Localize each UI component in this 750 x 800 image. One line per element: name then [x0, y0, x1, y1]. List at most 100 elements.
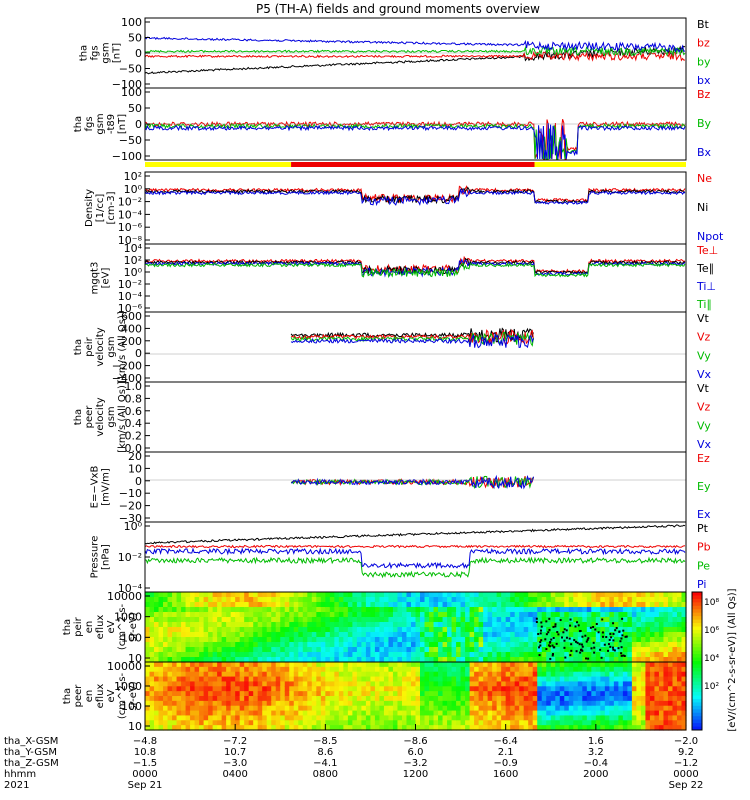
heatmap-cell	[573, 632, 579, 638]
heatmap-speckle	[592, 641, 595, 644]
heatmap-cell	[528, 720, 534, 726]
heatmap-cell	[510, 705, 516, 712]
heatmap-cell	[257, 705, 263, 712]
heatmap-cell	[645, 647, 651, 653]
heatmap-cell	[284, 607, 290, 613]
heatmap-cell	[474, 681, 480, 687]
heatmap-cell	[523, 617, 529, 623]
heatmap-cell	[474, 671, 480, 678]
heatmap-cell	[176, 662, 182, 668]
heatmap-cell	[401, 617, 408, 623]
heatmap-cell	[370, 632, 376, 638]
heatmap-cell	[501, 647, 507, 653]
heatmap-cell	[663, 612, 669, 618]
heatmap-cell	[523, 597, 529, 603]
y-tick-label: 0.4	[125, 417, 143, 430]
heatmap-cell	[505, 652, 511, 658]
heatmap-cell	[577, 671, 583, 678]
y-axis-label: mgqt3 [eV]	[90, 262, 112, 295]
heatmap-cell	[519, 597, 525, 603]
heatmap-cell	[618, 647, 624, 653]
heatmap-cell	[329, 592, 335, 598]
heatmap-speckle	[544, 638, 547, 641]
heatmap-cell	[262, 612, 268, 618]
heatmap-cell	[550, 647, 556, 653]
colorbar-cell	[692, 671, 702, 676]
heatmap-cell	[307, 607, 313, 613]
heatmap-cell	[582, 627, 588, 633]
heatmap-cell	[631, 662, 638, 668]
heatmap-cell	[573, 617, 579, 623]
heatmap-cell	[298, 622, 304, 628]
heatmap-cell	[181, 720, 187, 726]
heatmap-cell	[343, 612, 349, 618]
heatmap-cell	[266, 662, 272, 668]
heatmap-cell	[483, 592, 489, 598]
heatmap-cell	[442, 657, 448, 663]
heatmap-cell	[649, 715, 656, 721]
heatmap-cell	[654, 657, 660, 663]
heatmap-cell	[334, 700, 340, 707]
heatmap-cell	[208, 642, 214, 648]
heatmap-cell	[239, 691, 245, 697]
heatmap-cell	[492, 720, 498, 726]
heatmap-cell	[365, 686, 372, 692]
heatmap-cell	[519, 700, 525, 707]
heatmap-cell	[212, 642, 218, 648]
heatmap-cell	[208, 597, 214, 603]
heatmap-cell	[420, 686, 426, 692]
heatmap-cell	[564, 607, 570, 613]
heatmap-cell	[235, 666, 241, 673]
heatmap-cell	[298, 607, 304, 613]
heatmap-cell	[329, 662, 335, 668]
heatmap-cell	[181, 700, 187, 707]
y-axis-label-line: gsm	[106, 336, 117, 357]
heatmap-cell	[163, 681, 169, 687]
heatmap-cell	[235, 597, 241, 603]
heatmap-cell	[465, 592, 471, 598]
heatmap-cell	[564, 592, 570, 598]
heatmap-cell	[199, 662, 205, 668]
heatmap-cell	[496, 632, 502, 638]
x-tick-label: −7.2	[223, 736, 247, 747]
heatmap-cell	[492, 592, 498, 598]
heatmap-cell	[302, 715, 308, 721]
heatmap-cell	[212, 612, 218, 618]
heatmap-cell	[248, 700, 254, 707]
heatmap-cell	[199, 681, 205, 687]
heatmap-cell	[654, 671, 660, 678]
heatmap-cell	[654, 691, 660, 697]
heatmap-cell	[338, 647, 344, 653]
heatmap-cell	[478, 602, 484, 608]
heatmap-cell	[361, 715, 367, 721]
heatmap-cell	[410, 612, 417, 618]
heatmap-cell	[519, 725, 525, 731]
heatmap-cell	[424, 602, 430, 608]
heatmap-cell	[248, 725, 254, 731]
heatmap-cell	[388, 622, 394, 628]
heatmap-cell	[456, 725, 462, 731]
heatmap-cell	[510, 710, 516, 717]
series-line	[144, 45, 686, 58]
heatmap-cell	[478, 705, 484, 712]
heatmap-cell	[573, 602, 579, 608]
heatmap-cell	[388, 715, 394, 721]
heatmap-cell	[627, 602, 633, 608]
heatmap-cell	[663, 720, 669, 726]
heatmap-cell	[199, 637, 205, 643]
heatmap-cell	[347, 676, 353, 683]
heatmap-cell	[546, 602, 552, 608]
heatmap-cell	[266, 691, 272, 697]
heatmap-cell	[199, 652, 205, 658]
heatmap-cell	[681, 720, 687, 726]
heatmap-cell	[627, 647, 633, 653]
heatmap-cell	[658, 681, 665, 687]
legend-entry: Ni	[697, 201, 708, 214]
heatmap-cell	[510, 720, 516, 726]
heatmap-cell	[460, 691, 466, 697]
heatmap-cell	[564, 720, 570, 726]
heatmap-cell	[618, 627, 624, 633]
heatmap-cell	[172, 632, 178, 638]
heatmap-cell	[383, 700, 390, 707]
